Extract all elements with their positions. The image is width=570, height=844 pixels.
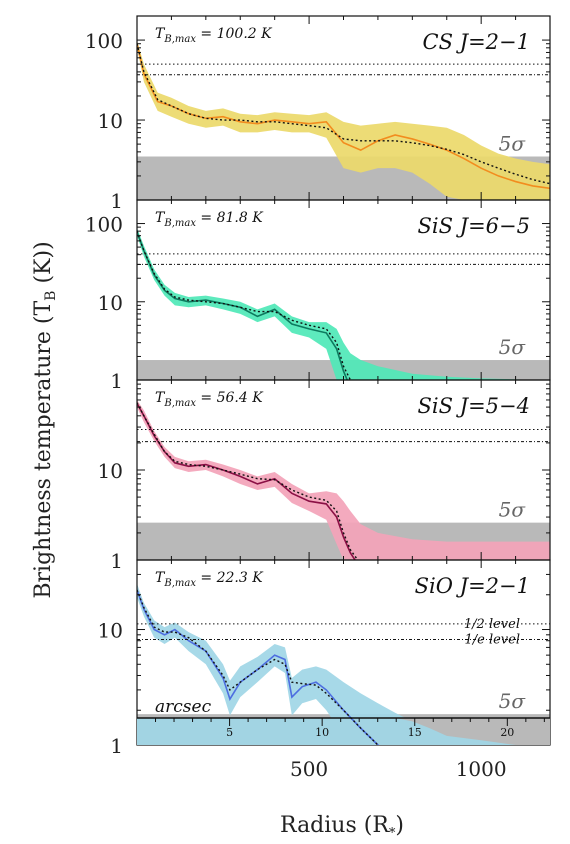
sigma5-label: 5σ bbox=[499, 498, 527, 522]
model-fit-line bbox=[137, 230, 352, 380]
panel-plot-area-4 bbox=[137, 583, 550, 718]
tbmax-T: T bbox=[155, 390, 166, 406]
sigma5-label: 5σ bbox=[499, 131, 527, 155]
tbmax-T: T bbox=[155, 210, 166, 226]
panel-plot-area-1 bbox=[137, 40, 550, 200]
y-tick-label: 10 bbox=[98, 459, 123, 483]
sigma5-label: 5σ bbox=[499, 335, 527, 359]
panel-2: 1 10 100 SiS J=6−5 TB,max = 81.8 K 5σ bbox=[85, 199, 551, 393]
x-axis-label-sub: * bbox=[389, 826, 396, 841]
panel-1: 1 10 100 CS J=2−1 TB,max = 100.2 K 5σ bbox=[85, 15, 551, 213]
arcsec-strip: 5 10 15 20 arcsec bbox=[137, 697, 550, 745]
y-axis-label-sub: B bbox=[43, 291, 59, 301]
arcsec-label: arcsec bbox=[155, 697, 212, 717]
tbmax-T: T bbox=[155, 26, 166, 42]
x-tick-label: 500 bbox=[290, 757, 328, 781]
arcsec-tick-label: 15 bbox=[408, 726, 422, 739]
series-line bbox=[137, 231, 349, 380]
tbmax-value: = 56.4 K bbox=[196, 390, 264, 406]
model-fit-line bbox=[137, 43, 550, 185]
panel-title: SiS J=5−4 bbox=[418, 394, 531, 418]
panel-title: CS J=2−1 bbox=[423, 30, 530, 54]
tbmax-T: T bbox=[155, 570, 166, 586]
arcsec-strip-band bbox=[137, 718, 550, 745]
series-line bbox=[137, 402, 356, 560]
panel-title: SiO J=2−1 bbox=[415, 574, 530, 598]
tbmax-value: = 22.3 K bbox=[196, 570, 264, 586]
uncertainty-band bbox=[137, 40, 550, 200]
uncertainty-band bbox=[137, 227, 550, 380]
y-tick-label: 1 bbox=[110, 734, 123, 758]
tbmax-sub: B,max bbox=[163, 34, 196, 45]
y-axis-label: Brightness temperature (TB (K)) bbox=[31, 241, 59, 598]
uncertainty-band bbox=[137, 399, 550, 560]
x-tick-label: 1000 bbox=[456, 757, 507, 781]
y-tick-label: 10 bbox=[98, 291, 123, 315]
tbmax-label: TB,max = 56.4 K bbox=[155, 390, 264, 409]
panel-3: 1 10 SiS J=5−4 TB,max = 56.4 K 5σ bbox=[98, 379, 551, 573]
tbmax-value: = 81.8 K bbox=[196, 210, 264, 226]
panel-title: SiS J=6−5 bbox=[418, 214, 531, 238]
y-tick-label: 10 bbox=[98, 109, 123, 133]
tbmax-sub: B,max bbox=[163, 398, 196, 409]
sigma5-label: 5σ bbox=[499, 689, 527, 713]
arcsec-tick-label: 20 bbox=[500, 726, 514, 739]
model-fit-line bbox=[137, 402, 359, 560]
panel-4: 1 10 SiO J=2−1 TB,max = 22.3 K 5σ 1/2 level1/… bbox=[98, 559, 551, 758]
arcsec-strip-area bbox=[137, 718, 550, 745]
series-line bbox=[137, 589, 353, 718]
tbmax-label: TB,max = 100.2 K bbox=[155, 26, 273, 45]
panel-plot-area-2 bbox=[137, 227, 550, 380]
y-tick-label: 1 bbox=[110, 189, 123, 213]
series-line bbox=[137, 43, 550, 190]
tbmax-value: = 100.2 K bbox=[196, 26, 273, 42]
tbmax-sub: B,max bbox=[163, 218, 196, 229]
tbmax-sub: B,max bbox=[163, 578, 196, 589]
e-level-label: 1/e level bbox=[464, 632, 520, 647]
y-tick-label: 10 bbox=[98, 619, 123, 643]
y-tick-label: 1 bbox=[110, 549, 123, 573]
arcsec-tick-label: 10 bbox=[315, 726, 329, 739]
tbmax-label: TB,max = 22.3 K bbox=[155, 570, 264, 589]
x-axis-label: Radius (R*) bbox=[280, 813, 404, 841]
uncertainty-band bbox=[137, 583, 406, 718]
y-tick-label: 1 bbox=[110, 369, 123, 393]
y-tick-label: 100 bbox=[85, 213, 123, 237]
model-fit-line bbox=[137, 589, 352, 718]
half-level-label: 1/2 level bbox=[464, 617, 520, 632]
tbmax-label: TB,max = 81.8 K bbox=[155, 210, 264, 229]
arcsec-tick-label: 5 bbox=[226, 726, 233, 739]
y-tick-label: 100 bbox=[85, 29, 123, 53]
